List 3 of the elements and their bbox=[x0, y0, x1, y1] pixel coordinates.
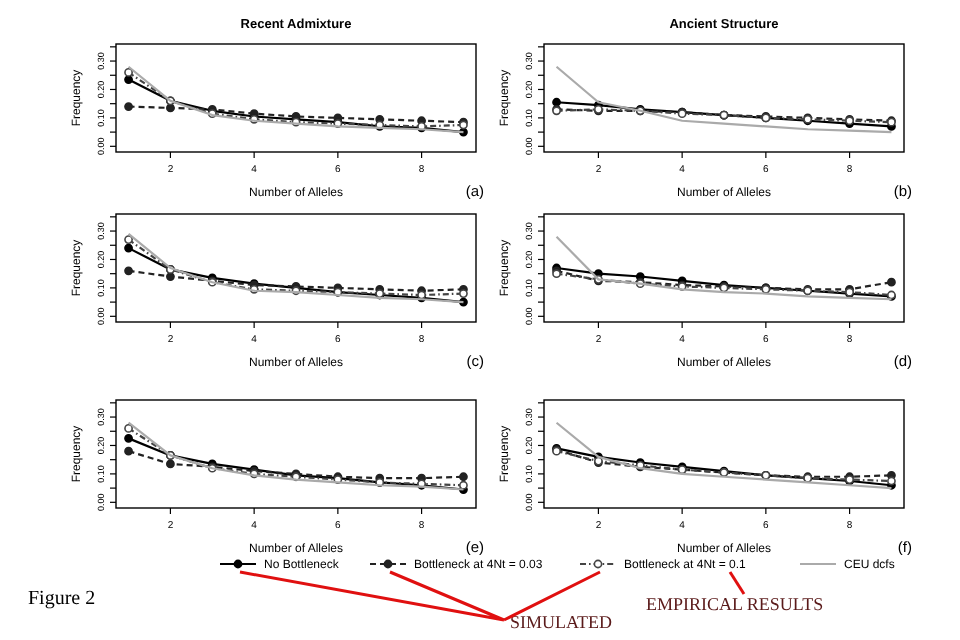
text: EMPIRICAL RESULTS bbox=[646, 594, 824, 614]
text: SIMULATED bbox=[510, 612, 613, 632]
caption: Figure 2 bbox=[28, 588, 96, 610]
